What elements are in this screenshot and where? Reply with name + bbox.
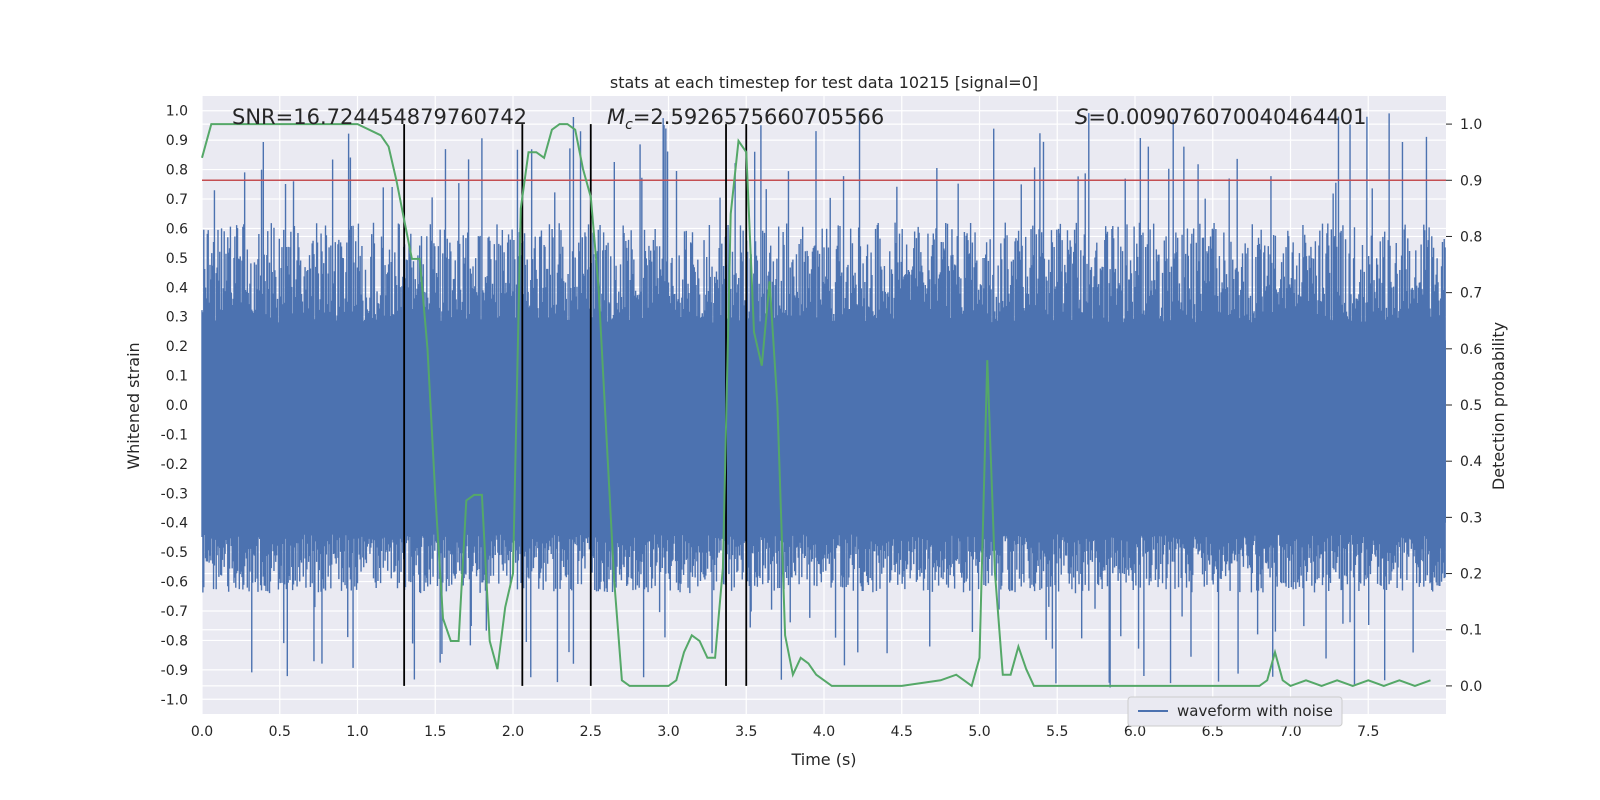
x-axis-label: Time (s) <box>790 750 856 769</box>
y-left-tick-label: -0.6 <box>161 575 188 591</box>
y-left-tick-label: -1.0 <box>161 692 188 708</box>
chirp-mass-subscript: c <box>625 117 633 133</box>
y-left-tick-label: 0.5 <box>166 251 188 267</box>
y-left-tick-label: 0.0 <box>166 398 188 414</box>
chirp-mass-annotation: Mc=2.5926575660705566 <box>607 105 884 133</box>
chart-title: stats at each timestep for test data 102… <box>610 73 1038 92</box>
legend-waveform-label: waveform with noise <box>1177 702 1333 720</box>
x-tick-label: 1.0 <box>346 724 368 740</box>
x-tick-label: 3.0 <box>657 724 679 740</box>
x-tick-label: 1.5 <box>424 724 446 740</box>
y-left-tick-label: -0.7 <box>161 604 188 620</box>
chirp-mass-symbol: M <box>607 105 625 129</box>
y-left-tick-label: -0.3 <box>161 486 188 502</box>
y-right-tick-label: 0.7 <box>1460 286 1482 302</box>
y-left-tick-label: 0.3 <box>166 310 188 326</box>
legend-box <box>1127 696 1343 727</box>
x-tick-label: 4.0 <box>813 724 835 740</box>
y-left-tick-label: 0.2 <box>166 339 188 355</box>
y-right-tick-label: 0.3 <box>1460 510 1482 526</box>
y-left-tick-label: 0.7 <box>166 192 188 208</box>
y-right-tick-label: 0.2 <box>1460 567 1482 583</box>
y-left-tick-label: 0.1 <box>166 369 188 385</box>
y-left-tick-label: 0.8 <box>166 163 188 179</box>
y-right-axis-label: Detection probability <box>1489 322 1508 490</box>
x-tick-label: 2.5 <box>580 724 602 740</box>
y-left-axis-ticks: 1.0 0.9 0.8 0.7 0.6 0.5 0.4 0.3 0.2 0.1 0.0 -0.1 -0.… <box>161 104 188 709</box>
y-right-tick-label: 0.0 <box>1460 679 1482 695</box>
x-tick-label: 7.0 <box>1279 724 1301 740</box>
y-right-axis-ticks: 1.0 0.9 0.8 0.7 0.6 0.5 0.4 0.3 0.2 0.1 0.0 <box>1446 117 1482 695</box>
s-annotation: S=0.009076070040464401 <box>1075 105 1366 129</box>
y-left-axis-label: Whitened strain <box>124 342 143 469</box>
x-tick-label: 5.0 <box>968 724 990 740</box>
snr-annotation: SNR=16.724454879760742 <box>232 105 527 129</box>
y-left-tick-label: -0.9 <box>161 663 188 679</box>
x-tick-label: 2.0 <box>502 724 524 740</box>
y-left-tick-label: 0.9 <box>166 133 188 149</box>
y-left-tick-label: -0.4 <box>161 516 188 532</box>
detection-probability-series <box>201 123 1431 688</box>
legend: waveform with noise <box>1127 696 1343 727</box>
x-tick-label: 6.5 <box>1202 724 1224 740</box>
y-left-tick-label: 0.6 <box>166 221 188 237</box>
y-right-tick-label: 0.5 <box>1460 398 1482 414</box>
x-tick-label: 3.5 <box>735 724 757 740</box>
s-value: =0.009076070040464401 <box>1088 105 1366 129</box>
x-tick-label: 6.0 <box>1124 724 1146 740</box>
x-tick-label: 0.5 <box>269 724 291 740</box>
x-tick-label: 5.5 <box>1046 724 1068 740</box>
y-left-tick-label: -0.2 <box>161 457 188 473</box>
x-tick-label: 0.0 <box>191 724 213 740</box>
s-symbol: S <box>1075 105 1088 129</box>
waveform-with-noise-series <box>201 111 1446 688</box>
y-left-tick-label: 1.0 <box>166 104 188 120</box>
x-tick-label: 4.5 <box>891 724 913 740</box>
chirp-mass-value: =2.5926575660705566 <box>633 105 884 129</box>
y-left-tick-label: -0.1 <box>161 427 188 443</box>
x-axis-ticks: 0.0 0.5 1.0 1.5 2.0 2.5 3.0 3.5 4.0 4.5 5.0 5.5 6.0 6… <box>191 724 1380 740</box>
y-left-tick-label: -0.8 <box>161 633 188 649</box>
y-right-tick-label: 0.1 <box>1460 623 1482 639</box>
y-left-tick-label: 0.4 <box>166 280 188 296</box>
waveform-spikes <box>201 111 1446 688</box>
y-right-tick-label: 0.6 <box>1460 342 1482 358</box>
y-right-tick-label: 1.0 <box>1460 117 1482 133</box>
y-right-tick-label: 0.4 <box>1460 454 1482 470</box>
y-right-tick-label: 0.8 <box>1460 229 1482 245</box>
detection-probability-line <box>201 123 1431 688</box>
x-tick-label: 7.5 <box>1357 724 1379 740</box>
y-left-tick-label: -0.5 <box>161 545 188 561</box>
y-right-tick-label: 0.9 <box>1460 173 1482 189</box>
